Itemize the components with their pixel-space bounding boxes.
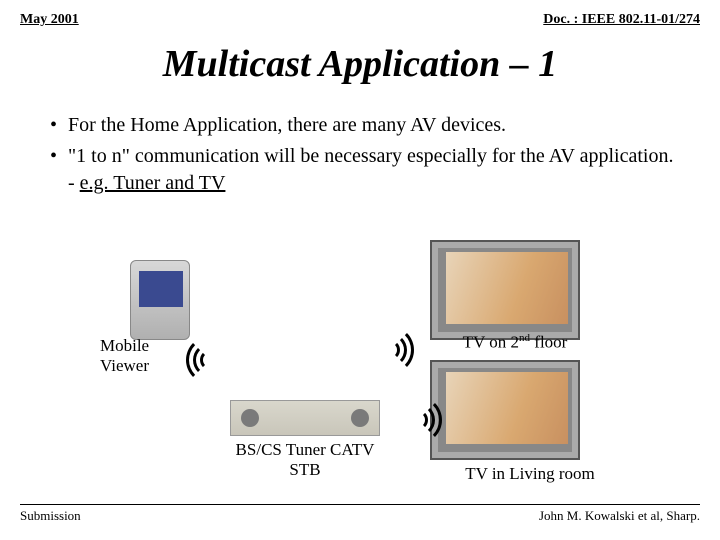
tv-second-floor-device (430, 240, 580, 340)
slide-title: Multicast Application – 1 (0, 42, 720, 86)
tv-living-room-device (430, 360, 580, 460)
tuner-device (230, 400, 380, 436)
tuner-label: BS/CS Tuner CATV STB (230, 440, 380, 479)
tv-screen (446, 252, 568, 324)
wireless-waves-icon (388, 390, 448, 450)
footer-left: Submission (20, 508, 81, 524)
mobile-viewer-label: Mobile Viewer (100, 336, 180, 375)
slide-footer: Submission John M. Kowalski et al, Sharp… (20, 504, 700, 524)
slide-header: May 2001 Doc. : IEEE 802.11-01/274 (20, 12, 700, 28)
wireless-waves-icon (360, 320, 420, 380)
tv-living-room-label: TV in Living room (420, 464, 640, 484)
wireless-waves-icon (180, 330, 240, 390)
tuner-knob (351, 409, 369, 427)
mobile-screen (139, 271, 183, 307)
bullet-list: For the Home Application, there are many… (50, 112, 680, 201)
tv-second-floor-label: TV on 2nd floor (420, 332, 610, 352)
footer-right: John M. Kowalski et al, Sharp. (539, 508, 700, 524)
bullet-item: For the Home Application, there are many… (50, 112, 680, 139)
tv-screen (446, 372, 568, 444)
diagram-area: Mobile Viewer TV on 2nd floor TV in Livi… (0, 240, 720, 490)
mobile-viewer-device (130, 260, 190, 340)
header-right: Doc. : IEEE 802.11-01/274 (543, 12, 700, 28)
bullet-item: "1 to n" communication will be necessary… (50, 143, 680, 197)
tuner-knob (241, 409, 259, 427)
header-left: May 2001 (20, 12, 79, 28)
